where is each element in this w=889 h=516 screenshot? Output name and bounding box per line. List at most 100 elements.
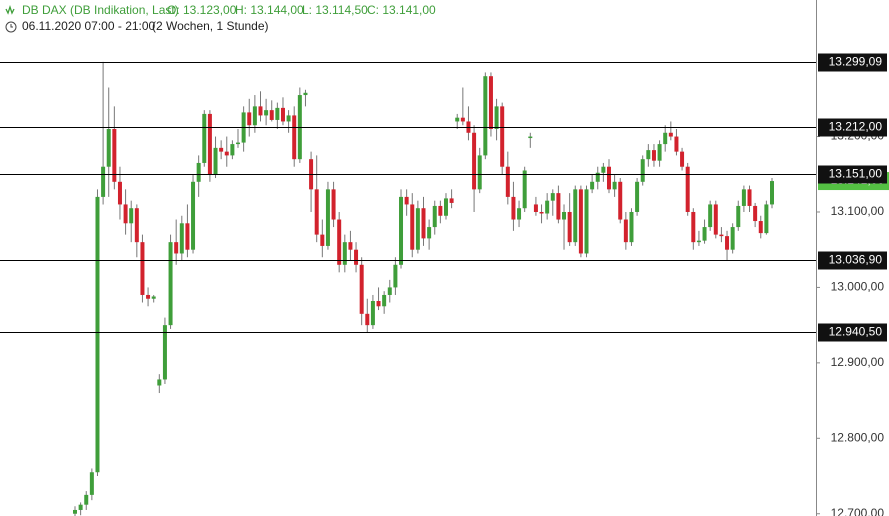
candle-body	[415, 208, 420, 250]
candle-body	[635, 181, 640, 212]
y-tick-label: 12.700,00	[831, 506, 885, 516]
candle-body	[191, 181, 196, 250]
candle-body	[106, 129, 111, 167]
candle-body	[207, 113, 212, 175]
candle-body	[73, 509, 77, 514]
candle-body	[387, 287, 392, 295]
candle-body	[196, 162, 201, 182]
candle-body	[314, 189, 319, 235]
level-label: 13.036,90	[829, 253, 883, 267]
candle-body	[753, 205, 758, 222]
candle-body	[758, 221, 763, 234]
candle-body	[601, 166, 606, 173]
candle-body	[708, 204, 713, 228]
candle-body	[736, 205, 741, 228]
open: O: 13.123,00	[167, 3, 237, 17]
candle-body	[354, 249, 359, 265]
candle-body	[691, 211, 696, 243]
candle-body	[539, 211, 544, 214]
candle-body	[522, 170, 527, 209]
candle-body	[258, 106, 263, 116]
candle-body	[376, 301, 381, 307]
candle-body	[269, 110, 274, 120]
candle-body	[685, 166, 690, 212]
level-box	[818, 165, 887, 184]
candle-body	[713, 204, 718, 235]
candle-body	[168, 242, 173, 326]
candle-body	[573, 189, 578, 243]
candle-body	[134, 208, 139, 243]
level-label: 12.940,50	[829, 325, 883, 339]
candle-body	[202, 113, 207, 163]
candle-body	[325, 189, 330, 246]
candle-body	[162, 325, 167, 380]
y-tick-label: 12.900,00	[831, 355, 885, 369]
candle-body	[477, 155, 482, 190]
candle-body	[595, 172, 600, 182]
candle-body	[460, 117, 465, 122]
candle-body	[562, 211, 567, 220]
candle-body	[668, 132, 673, 137]
candle-body	[151, 296, 156, 299]
candle-body	[404, 196, 409, 205]
candle-body	[337, 219, 342, 265]
candle-body	[286, 115, 291, 122]
chart-icon	[5, 4, 15, 15]
candle-body	[123, 204, 128, 224]
level-box	[818, 118, 887, 137]
candle-body	[348, 242, 353, 250]
period: 06.11.2020 07:00 - 21:00	[22, 19, 156, 33]
candle-body	[421, 208, 426, 239]
candle-body	[719, 234, 724, 237]
candle-body	[725, 236, 730, 250]
candle-body	[488, 76, 493, 129]
candle-body	[140, 242, 145, 295]
candle-body	[399, 196, 404, 265]
candle-body	[646, 150, 651, 160]
candle-body	[764, 204, 769, 234]
low: L: 13.114,50	[302, 3, 368, 17]
candle-body	[179, 223, 184, 254]
candle-body	[342, 242, 347, 265]
candle-body	[545, 200, 550, 214]
candle-body	[455, 117, 460, 122]
candle-body	[185, 223, 190, 250]
candle-body	[567, 211, 572, 243]
candle-body	[629, 211, 634, 243]
candle-body	[174, 242, 179, 254]
candle-body	[730, 227, 735, 250]
level-label: 13.299,09	[829, 55, 883, 69]
candle-body	[275, 107, 280, 120]
candle-body	[663, 132, 668, 145]
candle-body	[230, 144, 235, 156]
candle-body	[101, 166, 106, 197]
candle-body	[320, 234, 325, 246]
level-label: 13.151,00	[829, 167, 883, 181]
candle-body	[612, 181, 617, 190]
candle-body	[511, 196, 516, 220]
candle-body	[770, 181, 774, 205]
candle-body	[410, 204, 415, 250]
candle-body	[382, 294, 387, 307]
candle-body	[95, 196, 100, 473]
candle-body	[117, 181, 122, 205]
candle-body	[443, 198, 448, 216]
candle-body	[157, 379, 162, 386]
candle-body	[89, 472, 94, 495]
candle-body	[393, 264, 398, 288]
candle-body	[517, 208, 522, 220]
candle-body	[331, 189, 336, 220]
level-box	[818, 251, 887, 270]
range: (2 Wochen, 1 Stunde)	[152, 19, 269, 33]
candle-body	[292, 115, 297, 160]
level-box	[818, 323, 887, 342]
level-label: 13.212,00	[829, 120, 883, 134]
symbol: DB DAX (DB Indikation, Last)	[22, 3, 179, 17]
candle-body	[449, 198, 454, 203]
candle-body	[680, 151, 685, 167]
candle-body	[303, 92, 308, 96]
candle-body	[500, 106, 505, 167]
candle-body	[590, 181, 595, 190]
candle-body	[550, 193, 555, 201]
